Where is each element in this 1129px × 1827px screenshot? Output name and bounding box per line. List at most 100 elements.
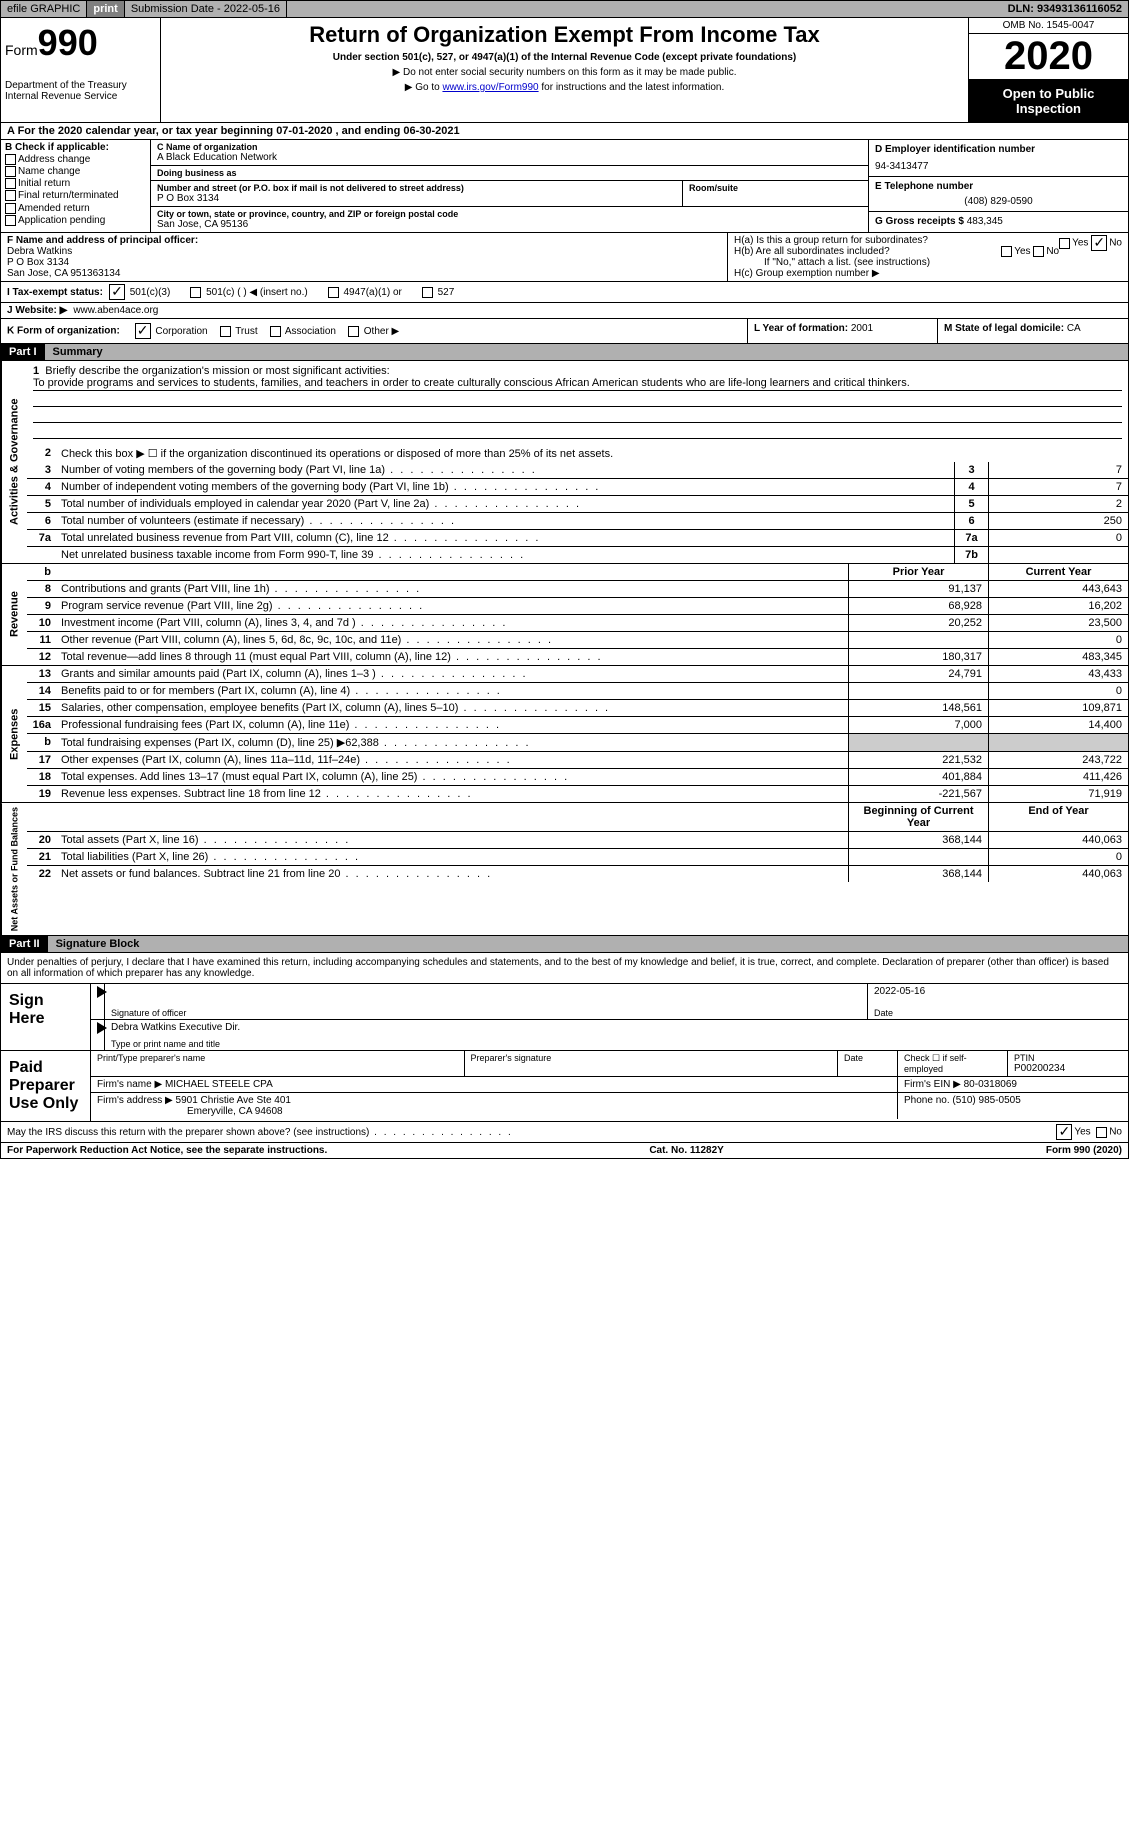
gross-label: G Gross receipts $ [875, 216, 964, 227]
website-value: www.aben4ace.org [73, 305, 158, 316]
q2-text: Check this box ▶ ☐ if the organization d… [57, 445, 1128, 462]
footer-mid: Cat. No. 11282Y [649, 1145, 723, 1156]
discuss-no[interactable] [1096, 1127, 1107, 1138]
firm-name-value: MICHAEL STEELE CPA [165, 1079, 273, 1090]
i-option[interactable]: 501(c)(3) [109, 287, 170, 298]
ha-no[interactable] [1091, 235, 1107, 251]
net-num-hdr [27, 803, 57, 831]
k-option[interactable]: Association [270, 326, 336, 337]
paid-preparer-label: Paid Preparer Use Only [1, 1051, 91, 1121]
k-option[interactable]: Other ▶ [348, 326, 399, 337]
f-label: F Name and address of principal officer: [7, 235, 198, 246]
col-b-hdr: b [27, 564, 57, 580]
dba-label: Doing business as [157, 168, 862, 178]
data-line: 20Total assets (Part X, line 16)368,1444… [27, 832, 1128, 849]
j-label: J Website: ▶ [7, 305, 67, 316]
box-l: L Year of formation: 2001 [748, 319, 938, 343]
form-header: Form990 Department of the Treasury Inter… [0, 18, 1129, 123]
box-m: M State of legal domicile: CA [938, 319, 1128, 343]
box-h: H(a) Is this a group return for subordin… [728, 233, 1128, 281]
part1-title: Summary [45, 344, 1128, 360]
officer-addr2: San Jose, CA 951363134 [7, 268, 120, 279]
irs-link[interactable]: www.irs.gov/Form990 [442, 82, 538, 93]
b-option[interactable]: Name change [5, 166, 146, 177]
data-line: bTotal fundraising expenses (Part IX, co… [27, 734, 1128, 752]
sign-here-right: Signature of officer 2022-05-16 Date Deb… [91, 984, 1128, 1050]
tax-year: 2020 [969, 34, 1128, 80]
form-990: 990 [38, 22, 98, 63]
data-line: 11Other revenue (Part VIII, column (A), … [27, 632, 1128, 649]
data-line: 17Other expenses (Part IX, column (A), l… [27, 752, 1128, 769]
b-option[interactable]: Initial return [5, 178, 146, 189]
ha-label: H(a) Is this a group return for subordin… [734, 235, 928, 246]
box-d: D Employer identification number 94-3413… [869, 140, 1128, 177]
i-option[interactable]: 501(c) ( ) ◀ (insert no.) [190, 287, 307, 298]
k-option[interactable]: Trust [220, 326, 258, 337]
header-mid: Return of Organization Exempt From Incom… [161, 18, 968, 122]
data-line: 13Grants and similar amounts paid (Part … [27, 666, 1128, 683]
data-line: 14Benefits paid to or for members (Part … [27, 683, 1128, 700]
officer-name: Debra Watkins [7, 246, 72, 257]
discuss-question: May the IRS discuss this return with the… [7, 1127, 513, 1138]
part2-header-row: Part II Signature Block [0, 936, 1129, 953]
data-line: 9Program service revenue (Part VIII, lin… [27, 598, 1128, 615]
hb-no[interactable] [1033, 246, 1044, 257]
section-revenue: Revenue b Prior Year Current Year 8Contr… [0, 564, 1129, 666]
block-bcd: B Check if applicable: Address changeNam… [0, 140, 1129, 233]
phone-value: (408) 829-0590 [875, 196, 1122, 207]
mission-blank2 [33, 409, 1122, 423]
m-label: M State of legal domicile: [944, 323, 1064, 334]
rev-content: b Prior Year Current Year 8Contributions… [27, 564, 1128, 665]
i-option[interactable]: 527 [422, 287, 454, 298]
mission-blank3 [33, 425, 1122, 439]
open-inspection: Open to Public Inspection [969, 80, 1128, 122]
firm-city-value: Emeryville, CA 94608 [97, 1106, 283, 1117]
b-option[interactable]: Application pending [5, 215, 146, 226]
sidetab-netassets: Net Assets or Fund Balances [1, 803, 27, 935]
firm-ein-value: 80-0318069 [964, 1079, 1017, 1090]
b-option[interactable]: Final return/terminated [5, 190, 146, 201]
efile-label: efile GRAPHIC [1, 1, 87, 17]
footer-right: Form 990 (2020) [1046, 1145, 1122, 1156]
sidetab-governance: Activities & Governance [1, 361, 27, 563]
dln: DLN: 93493136116052 [1002, 1, 1128, 17]
gov-line: Net unrelated business taxable income fr… [27, 547, 1128, 563]
row-i: I Tax-exempt status: 501(c)(3) 501(c) ( … [0, 282, 1129, 303]
box-e: E Telephone number (408) 829-0590 [869, 177, 1128, 212]
ha-yes[interactable] [1059, 238, 1070, 249]
prep-date-label: Date [844, 1053, 891, 1063]
part1-badge: Part I [1, 344, 45, 360]
footer-left: For Paperwork Reduction Act Notice, see … [7, 1145, 327, 1156]
b-option[interactable]: Amended return [5, 203, 146, 214]
gov-line: 3Number of voting members of the governi… [27, 462, 1128, 479]
c-name-cell: C Name of organization A Black Education… [151, 140, 868, 165]
rev-header: b Prior Year Current Year [27, 564, 1128, 581]
col-eoy-hdr: End of Year [988, 803, 1128, 831]
firm-addr-value: 5901 Christie Ave Ste 401 [176, 1095, 291, 1106]
note2-pre: ▶ Go to [405, 82, 443, 93]
gov-line: 4Number of independent voting members of… [27, 479, 1128, 496]
k-option[interactable]: Corporation [135, 326, 208, 337]
part2-title: Signature Block [48, 936, 1128, 952]
gov-content: 1 Briefly describe the organization's mi… [27, 361, 1128, 563]
data-line: 12Total revenue—add lines 8 through 11 (… [27, 649, 1128, 665]
print-button[interactable]: print [87, 1, 124, 17]
discuss-yes[interactable] [1056, 1124, 1072, 1140]
c-city-cell: City or town, state or province, country… [151, 207, 868, 232]
note2-post: for instructions and the latest informat… [539, 82, 725, 93]
col-curr-hdr: Current Year [988, 564, 1128, 580]
sidetab-revenue: Revenue [1, 564, 27, 665]
gov-line: 7aTotal unrelated business revenue from … [27, 530, 1128, 547]
hb-label: H(b) Are all subordinates included? [734, 246, 890, 257]
section-netassets: Net Assets or Fund Balances Beginning of… [0, 803, 1129, 936]
data-line: 8Contributions and grants (Part VIII, li… [27, 581, 1128, 598]
dept-treasury: Department of the Treasury Internal Reve… [5, 80, 156, 102]
mission-text: To provide programs and services to stud… [33, 377, 1122, 391]
hb-yes[interactable] [1001, 246, 1012, 257]
h-a: H(a) Is this a group return for subordin… [734, 235, 1122, 246]
b-option[interactable]: Address change [5, 154, 146, 165]
i-option[interactable]: 4947(a)(1) or [328, 287, 402, 298]
part1-header-row: Part I Summary [0, 344, 1129, 361]
city-label: City or town, state or province, country… [157, 209, 862, 219]
col-boy-hdr: Beginning of Current Year [848, 803, 988, 831]
